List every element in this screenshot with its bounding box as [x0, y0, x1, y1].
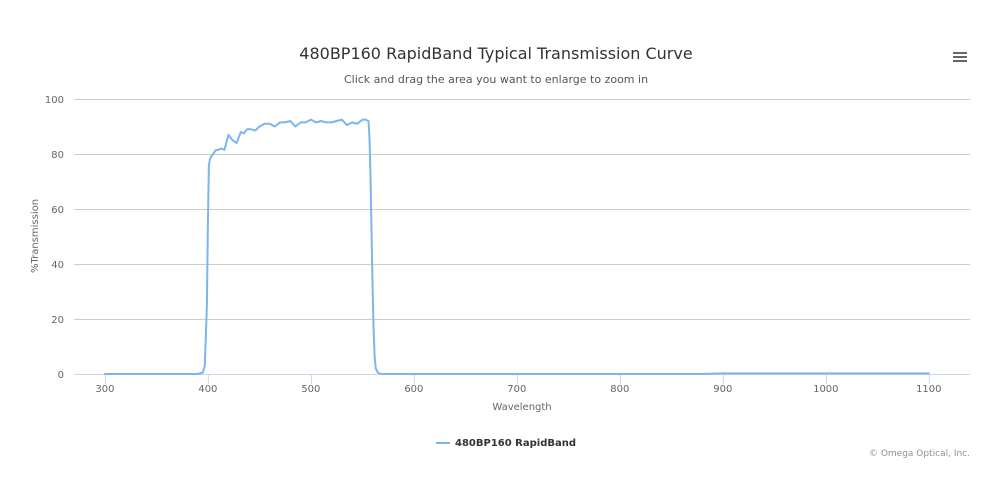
menu-bar-bottom: [953, 60, 967, 62]
y-axis-title: %Transmission: [30, 199, 41, 273]
y-tick-label-80: 80: [51, 150, 64, 161]
x-tick-label-300: 300: [95, 384, 114, 395]
series-line-0: [103, 118, 930, 375]
credits-link[interactable]: © Omega Optical, Inc.: [868, 449, 970, 459]
y-tick-label-0: 0: [58, 370, 64, 381]
x-tick-label-500: 500: [301, 384, 320, 395]
series-group: [103, 118, 930, 375]
y-axis: 0 20 40 60 80 100: [45, 95, 64, 381]
x-tick-label-600: 600: [404, 384, 423, 395]
y-tick-label-40: 40: [51, 260, 64, 271]
legend-swatch: [436, 442, 450, 444]
x-tick-label-400: 400: [198, 384, 217, 395]
legend-label: 480BP160 RapidBand: [455, 437, 577, 449]
hamburger-menu-icon[interactable]: [948, 48, 972, 68]
grid-lines: [74, 99, 970, 375]
x-tick-label-700: 700: [507, 384, 526, 395]
y-tick-label-100: 100: [45, 95, 64, 106]
legend-item[interactable]: 480BP160 RapidBand: [436, 436, 576, 450]
x-tick-label-900: 900: [713, 384, 732, 395]
x-axis: 300 400 500 600 700 800 900 1000 1100: [95, 374, 942, 395]
chart-subtitle: Click and drag the area you want to enla…: [343, 73, 649, 86]
y-tick-label-20: 20: [51, 315, 64, 326]
y-tick-label-60: 60: [51, 205, 64, 216]
chart-title: 480BP160 RapidBand Typical Transmission …: [299, 44, 693, 63]
x-tick-label-1100: 1100: [916, 384, 941, 395]
x-tick-label-1000: 1000: [813, 384, 838, 395]
x-axis-title: Wavelength: [492, 402, 551, 413]
x-tick-label-800: 800: [610, 384, 629, 395]
menu-bar-top: [953, 52, 967, 54]
menu-bar-middle: [953, 56, 967, 58]
